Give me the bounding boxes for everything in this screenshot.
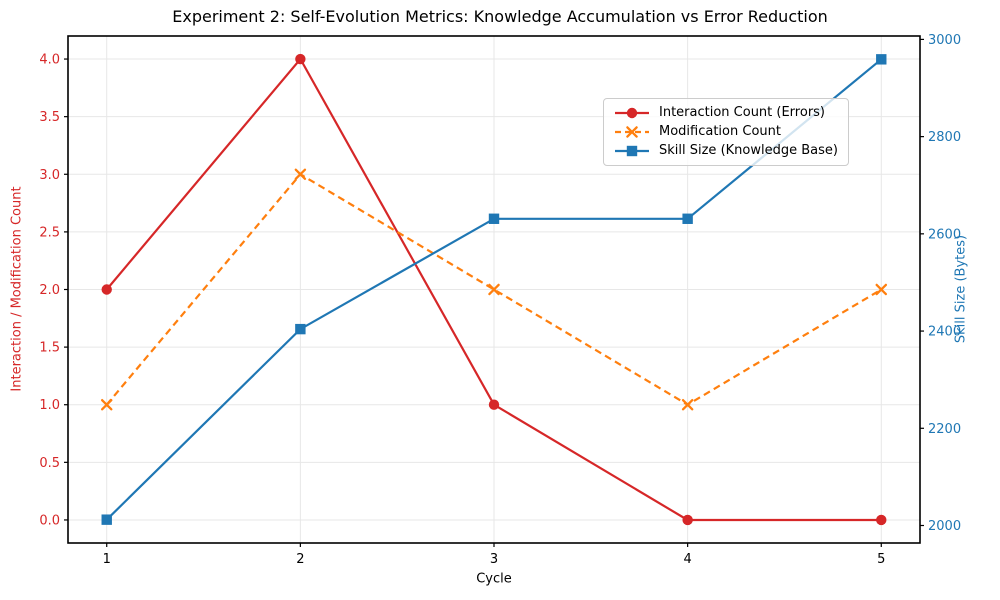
left-tick-label: 0.5 [39,456,60,471]
left-tick-label: 2.5 [39,225,60,240]
legend-item: Modification Count [614,124,838,140]
x-tick-label: 2 [296,552,304,567]
x-axis-label: Cycle [476,571,512,587]
legend-sample-line [615,145,649,157]
data-point-square [488,213,500,224]
left-tick-label: 0.0 [39,513,60,528]
left-tick-label: 3.0 [39,168,60,183]
right-tick-label: 3000 [928,33,961,48]
data-point-x [488,283,500,296]
legend-item: Interaction Count (Errors) [614,105,838,121]
data-point-circle [488,399,500,410]
left-tick-label: 1.5 [39,341,60,356]
left-tick-label: 3.5 [39,110,60,125]
right-tick-label: 2000 [928,519,961,534]
legend-sample-marker [626,126,638,138]
data-point-x [100,398,113,411]
data-point-circle [682,514,693,526]
legend-label: Modification Count [659,124,781,139]
chart-title: Experiment 2: Self-Evolution Metrics: Kn… [172,7,828,26]
right-tick-label: 2400 [928,325,961,340]
data-point-circle [295,53,306,65]
left-tick-label: 4.0 [39,53,60,68]
legend-sample-marker [626,107,638,119]
data-point-x [875,283,888,296]
series-line [105,172,882,406]
y-axis-label-right: Skill Size (Bytes) [953,234,969,344]
data-point-x [681,398,694,411]
legend-label: Skill Size (Knowledge Base) [659,143,838,158]
left-tick-label: 1.0 [39,398,60,413]
data-point-square [101,514,112,525]
x-tick-label: 3 [490,552,498,567]
data-point-circle [876,514,887,526]
right-tick-label: 2600 [928,227,961,242]
legend-sample-line [615,107,649,119]
x-tick-label: 4 [683,552,691,567]
right-tick-label: 2200 [928,422,961,437]
data-point-square [876,54,887,65]
data-point-circle [101,284,112,295]
x-tick-label: 5 [877,552,885,567]
x-tick-label: 1 [103,552,111,567]
left-tick-label: 2.0 [39,283,60,298]
data-point-x [294,168,307,181]
legend-label: Interaction Count (Errors) [659,105,826,120]
data-point-square [682,213,693,224]
right-tick-label: 2800 [928,130,961,145]
legend-sample-marker [626,145,638,157]
data-point-square [295,323,306,335]
legend-sample-line [615,126,649,138]
legend: Interaction Count (Errors) Modification … [603,98,849,166]
legend-item: Skill Size (Knowledge Base) [614,143,838,159]
y-axis-label-left: Interaction / Modification Count [9,186,25,392]
